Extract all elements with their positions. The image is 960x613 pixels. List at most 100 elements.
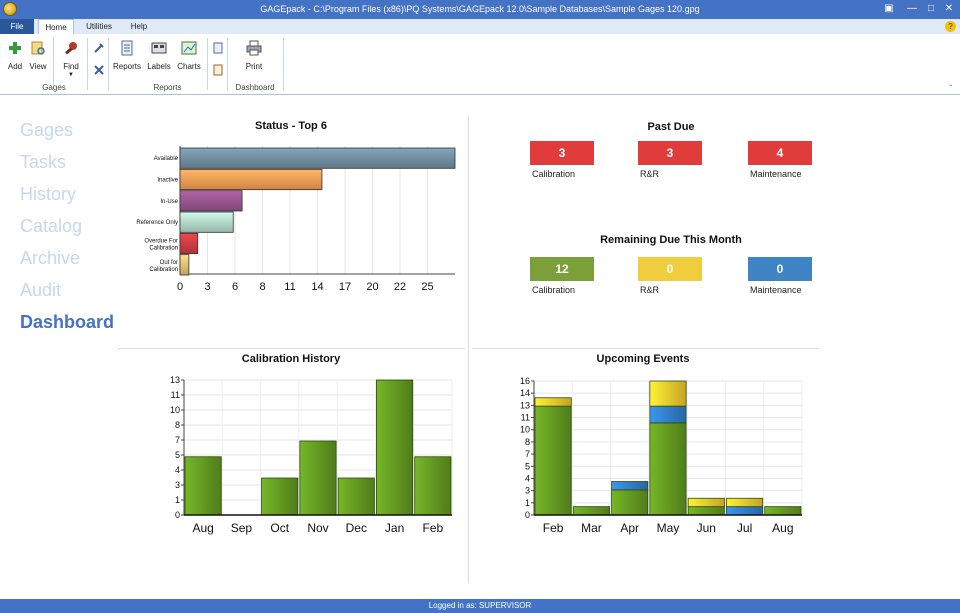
status-chart: 0 3 6 8 11 14 17 20 22 25 Available Inactive In-Use R… [136, 146, 456, 293]
title-bar: GAGEpack - C:\Program Files (x86)\PQ Sys… [0, 0, 960, 19]
x-tick-label: Jan [385, 521, 404, 535]
y-tick-label: 3 [525, 486, 530, 496]
nav-item-archive[interactable]: Archive [20, 248, 81, 268]
y-tick-label: 11 [521, 413, 530, 423]
y-tick-label: 10 [520, 425, 530, 435]
ribbon-separator [283, 38, 284, 90]
bar-segment-calibration [534, 405, 572, 516]
x-tick-label: Jul [737, 521, 752, 535]
maximize-button[interactable]: □ [927, 3, 935, 14]
status-bar [179, 147, 456, 169]
status-chart-title: Status - Top 6 [255, 120, 327, 132]
nav-item-gages[interactable]: Gages [20, 120, 74, 140]
nav-item-history[interactable]: History [20, 184, 77, 204]
y-tick-label: 7 [525, 449, 530, 459]
y-category-label: Available [154, 156, 179, 162]
wizard-icon[interactable] [93, 42, 105, 54]
remaining-rr-label: R&R [640, 285, 660, 295]
bar-segment-rr [649, 380, 687, 407]
x-tick-label: Aug [192, 521, 213, 535]
x-tick-label: 0 [177, 281, 183, 293]
nav-item-dashboard[interactable]: Dashboard [20, 312, 115, 332]
remaining-calibration-tile[interactable]: 12 [530, 257, 594, 281]
nav-item-catalog[interactable]: Catalog [20, 216, 83, 236]
view-button[interactable]: View [23, 40, 53, 71]
close-button[interactable]: ✕ [944, 3, 954, 14]
remaining-maintenance-label: Maintenance [750, 285, 802, 295]
bar-segment-calibration [572, 506, 610, 516]
reports-button[interactable]: Reports [112, 40, 142, 71]
tab-help[interactable]: Help [130, 22, 148, 31]
past-due-maintenance-label: Maintenance [750, 169, 802, 179]
tab-home[interactable]: Home [38, 19, 74, 34]
y-tick-label: 13 [170, 375, 180, 385]
x-tick-label: 6 [232, 281, 238, 293]
remaining-rr-tile[interactable]: 0 [638, 257, 702, 281]
ribbon-separator [108, 38, 109, 90]
x-tick-label: Jun [697, 521, 716, 535]
tab-file[interactable]: File [0, 19, 34, 34]
x-tick-label: 14 [311, 281, 323, 293]
divider-horizontal [472, 348, 819, 349]
ribbon-display-options-icon[interactable]: ▣ [884, 3, 894, 14]
x-tick-label: May [657, 521, 680, 535]
past-due-calibration-tile[interactable]: 3 [530, 141, 594, 165]
view-label: View [29, 62, 47, 71]
x-tick-label: 25 [421, 281, 433, 293]
report-list-icon[interactable] [212, 42, 224, 54]
print-button[interactable]: Print [239, 40, 269, 71]
bar [184, 456, 222, 516]
app-logo-icon [3, 2, 17, 16]
calibration-history-title: Calibration History [241, 353, 341, 365]
find-label: Find [63, 62, 79, 71]
window-title: GAGEpack - C:\Program Files (x86)\PQ Sys… [260, 4, 700, 14]
help-icon[interactable]: ? [945, 21, 956, 32]
y-tick-label: 5 [525, 461, 530, 471]
remaining-maintenance-tile[interactable]: 0 [748, 257, 812, 281]
x-tick-label: 3 [204, 281, 210, 293]
y-tick-label: 13 [520, 400, 530, 410]
x-tick-label: Dec [346, 521, 367, 535]
y-tick-label: 5 [175, 450, 180, 460]
tools-icon[interactable] [93, 64, 105, 76]
reports-label: Reports [112, 62, 141, 71]
y-tick-label: 11 [171, 390, 180, 400]
y-category-label: Calibration [149, 267, 178, 273]
add-button[interactable]: Add [0, 40, 30, 71]
bar-segment-calibration [687, 506, 725, 516]
report-edit-icon[interactable] [212, 64, 224, 76]
nav-item-tasks[interactable]: Tasks [20, 152, 67, 172]
bar-segment-rr [534, 397, 572, 407]
bar-segment-maintenance [611, 481, 649, 491]
bar-segment-calibration [764, 506, 802, 516]
x-tick-label: 11 [284, 281, 295, 293]
group-label-reports: Reports [153, 83, 182, 92]
y-category-label: Inactive [157, 178, 178, 184]
ribbon-tabs: File Home Utilities Help ? [0, 19, 960, 34]
bar-segment-maintenance [726, 506, 764, 516]
x-tick-label: 20 [366, 281, 378, 293]
past-due-rr-tile[interactable]: 3 [638, 141, 702, 165]
nav-item-audit[interactable]: Audit [20, 280, 62, 300]
collapse-ribbon-icon[interactable]: ˆ [949, 84, 952, 93]
x-tick-label: 8 [259, 281, 265, 293]
divider-horizontal [118, 348, 465, 349]
y-tick-label: 8 [175, 420, 180, 430]
y-category-label: Overdue For [144, 239, 178, 245]
find-button[interactable]: Find ▼ [56, 40, 86, 78]
y-tick-label: 3 [175, 480, 180, 490]
tab-utilities[interactable]: Utilities [86, 22, 112, 31]
charts-label: Charts [177, 62, 201, 71]
past-due-maintenance-tile[interactable]: 4 [748, 141, 812, 165]
labels-button[interactable]: Labels [144, 40, 174, 71]
labels-label: Labels [147, 62, 171, 71]
find-dropdown-icon[interactable]: ▼ [68, 72, 74, 78]
y-tick-label: 4 [525, 473, 530, 483]
x-tick-label: Feb [423, 521, 444, 535]
charts-button[interactable]: Charts [174, 40, 204, 71]
remaining-calibration-label: Calibration [532, 285, 576, 295]
minimize-button[interactable]: — [907, 3, 917, 14]
find-icon [65, 42, 77, 55]
